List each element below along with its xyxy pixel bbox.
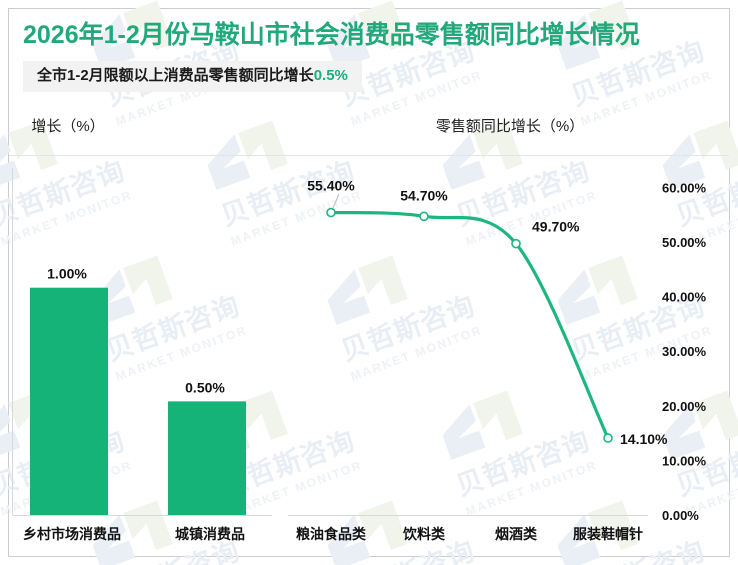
line-chart-series-path (329, 210, 610, 440)
line-chart-data-point[interactable] (419, 211, 429, 222)
bar-category-label: 乡村市场消费品 (23, 526, 121, 542)
page-title: 2026年1-2月份马鞍山市社会消费品零售额同比增长情况 (23, 21, 640, 49)
header: 2026年1-2月份马鞍山市社会消费品零售额同比增长情况 全市1-2月限额以上消… (9, 9, 729, 93)
line-chart-axis-title: 零售额同比增长（%） (436, 118, 584, 135)
bar-chart-bar[interactable] (168, 401, 246, 515)
subtitle-text: 全市1-2月限额以上消费品零售额同比增长 (37, 66, 314, 84)
bar-value-label: 1.00% (47, 266, 87, 282)
subtitle-value: 0.5% (313, 66, 348, 84)
line-chart-y-tick-label: 60.00% (662, 180, 707, 195)
bar-value-label: 0.50% (185, 379, 225, 395)
line-value-label: 54.70% (400, 187, 448, 203)
line-chart-y-tick-label: 40.00% (662, 290, 707, 305)
subtitle-banner: 全市1-2月限额以上消费品零售额同比增长0.5% (23, 60, 362, 93)
line-value-label: 55.40% (307, 178, 355, 194)
line-chart-y-tick-label: 30.00% (662, 344, 707, 359)
line-chart-data-point[interactable] (603, 433, 613, 443)
line-category-label: 烟酒类 (495, 526, 538, 542)
line-chart-y-tick-label: 10.00% (662, 453, 707, 468)
line-value-label: 49.70% (532, 219, 580, 235)
line-chart-y-tick-label: 50.00% (662, 235, 707, 250)
line-category-label: 服装鞋帽针 (573, 526, 643, 542)
bar-category-label: 城镇消费品 (175, 526, 245, 542)
line-chart-leader-line (332, 193, 340, 209)
bar-chart-axis-title: 增长（%） (31, 118, 104, 135)
line-chart-y-tick-label: 0.00% (662, 508, 699, 523)
line-chart-y-tick-label: 20.00% (662, 399, 707, 414)
line-category-label: 饮料类 (402, 526, 446, 542)
line-chart-data-point[interactable] (326, 207, 336, 218)
line-value-label: 14.10% (620, 431, 668, 447)
bar-chart-bar[interactable] (30, 287, 108, 515)
line-chart-data-point[interactable] (511, 238, 521, 249)
line-category-label: 粮油食品类 (296, 526, 367, 542)
header-divider (9, 155, 729, 156)
